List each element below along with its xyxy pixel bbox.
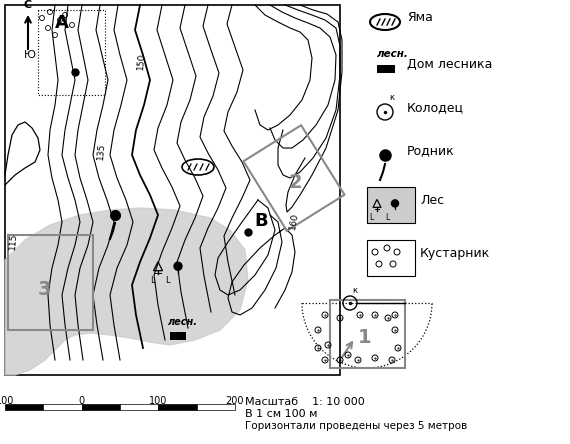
Polygon shape	[5, 208, 248, 375]
Bar	[330, 300, 405, 368]
Text: L: L	[150, 276, 154, 285]
Text: Лес: Лес	[420, 194, 444, 207]
Text: 1: 1	[358, 328, 372, 347]
Text: 200: 200	[226, 396, 245, 406]
Text: L: L	[165, 276, 170, 285]
Text: В 1 см 100 м: В 1 см 100 м	[245, 409, 317, 419]
Bar	[5, 5, 340, 375]
Text: Колодец: Колодец	[407, 102, 464, 115]
Bar	[158, 404, 197, 410]
Bar	[367, 187, 415, 223]
Circle shape	[392, 200, 398, 207]
Text: 135: 135	[96, 142, 107, 160]
Bar	[170, 332, 186, 340]
Bar	[120, 404, 158, 410]
Text: лесн.: лесн.	[377, 49, 409, 59]
Text: Дом лесника: Дом лесника	[407, 58, 492, 71]
Text: Горизонтали проведены через 5 метров: Горизонтали проведены через 5 метров	[245, 421, 467, 431]
Bar	[377, 65, 395, 73]
Text: Ю: Ю	[24, 50, 36, 60]
Text: Родник: Родник	[407, 144, 455, 158]
Text: 115: 115	[8, 232, 18, 250]
Bar	[5, 404, 43, 410]
Text: 100: 100	[149, 396, 168, 406]
Text: L: L	[369, 213, 373, 222]
Text: лесн.: лесн.	[168, 317, 198, 327]
Bar	[197, 404, 235, 410]
Bar	[367, 240, 415, 276]
Text: С: С	[24, 0, 32, 10]
Text: 3: 3	[38, 280, 51, 299]
Bar	[43, 404, 82, 410]
Text: В: В	[254, 212, 268, 230]
Text: 100: 100	[0, 396, 14, 406]
Text: L: L	[385, 213, 389, 222]
Bar	[8, 235, 93, 330]
Text: Кустарник: Кустарник	[420, 247, 490, 261]
Text: к: к	[352, 286, 357, 295]
Bar	[82, 404, 120, 410]
Text: 160: 160	[288, 211, 300, 230]
Text: 2: 2	[289, 173, 303, 192]
Circle shape	[174, 262, 182, 270]
Text: к: к	[389, 93, 394, 102]
Text: Масштаб    1: 10 000: Масштаб 1: 10 000	[245, 397, 365, 407]
Text: Яма: Яма	[407, 12, 433, 24]
Text: 150: 150	[136, 52, 146, 70]
Text: 0: 0	[79, 396, 85, 406]
Text: А: А	[55, 14, 69, 32]
